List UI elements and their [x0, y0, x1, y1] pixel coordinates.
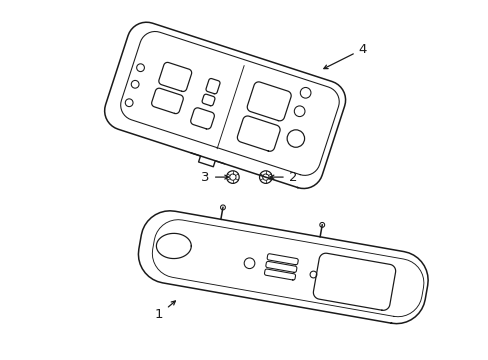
Text: 1: 1	[155, 301, 175, 321]
Text: 2: 2	[269, 171, 297, 184]
Text: 3: 3	[201, 171, 228, 184]
Text: 4: 4	[323, 42, 366, 69]
